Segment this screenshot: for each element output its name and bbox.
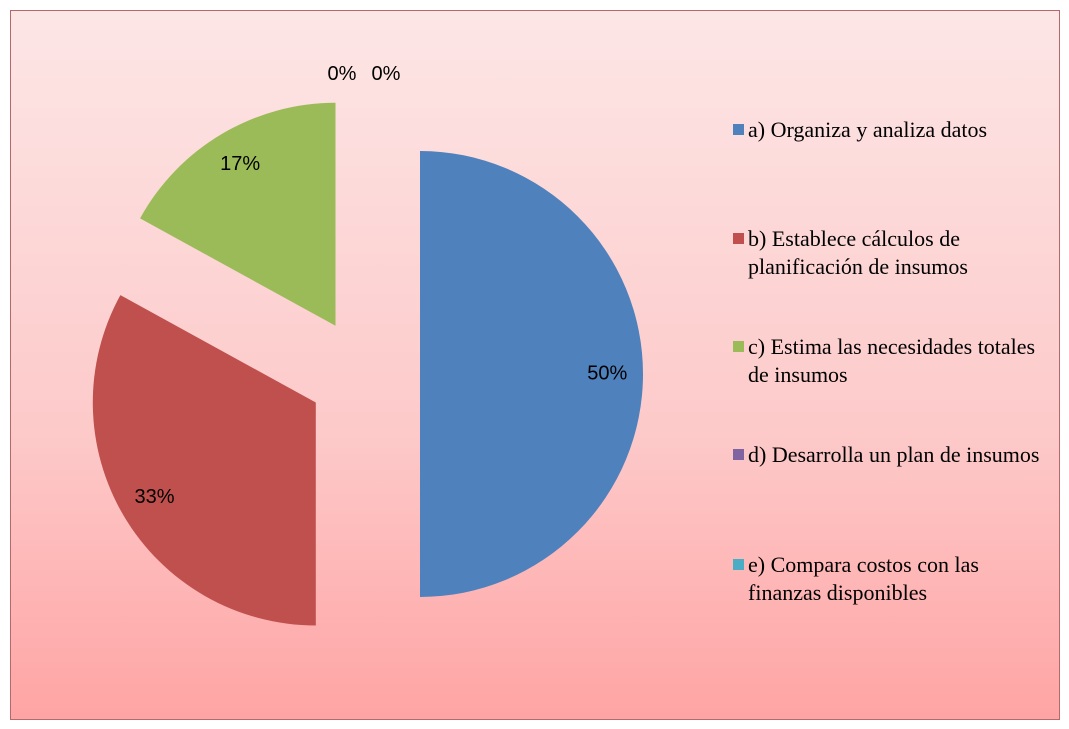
legend-entry: a) Organiza y analiza datos bbox=[733, 116, 1043, 144]
legend-swatch bbox=[733, 449, 744, 460]
pie-slice bbox=[92, 295, 316, 626]
data-label: 33% bbox=[135, 486, 175, 508]
legend-entry: e) Compara costos con las finanzas dispo… bbox=[733, 551, 1043, 607]
legend-swatch bbox=[733, 341, 744, 352]
legend-label: e) Compara costos con las finanzas dispo… bbox=[748, 552, 979, 605]
data-label: 17% bbox=[220, 153, 260, 175]
data-label: 50% bbox=[587, 362, 627, 384]
legend-label: b) Establece cálculos de planificación d… bbox=[748, 226, 968, 279]
legend-entry: b) Establece cálculos de planificación d… bbox=[733, 225, 1043, 281]
pie-slice bbox=[420, 151, 643, 597]
legend-entry: d) Desarrolla un plan de insumos bbox=[733, 441, 1043, 469]
legend-label: d) Desarrolla un plan de insumos bbox=[748, 442, 1040, 467]
legend-swatch bbox=[733, 559, 744, 570]
data-label: 0% bbox=[372, 63, 401, 85]
pie-slice bbox=[140, 102, 336, 326]
data-label: 0% bbox=[328, 63, 357, 85]
legend-label: a) Organiza y analiza datos bbox=[748, 117, 988, 142]
legend-label: c) Estima las necesidades totales de ins… bbox=[748, 334, 1036, 387]
legend-swatch bbox=[733, 233, 744, 244]
legend-swatch bbox=[733, 124, 744, 135]
legend-entry: c) Estima las necesidades totales de ins… bbox=[733, 333, 1043, 389]
